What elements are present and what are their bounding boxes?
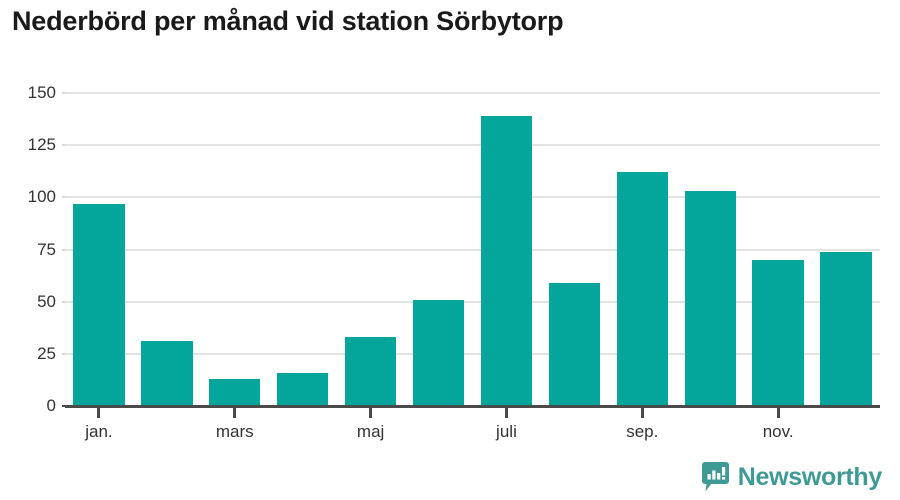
x-axis-tick-mark	[369, 408, 373, 418]
x-axis-tick-mark	[233, 408, 237, 418]
y-axis-tick-label: 125	[27, 135, 56, 155]
gridline	[65, 352, 880, 355]
bar[interactable]	[752, 259, 804, 406]
bar[interactable]	[277, 372, 329, 406]
y-axis-tick-label: 0	[46, 396, 56, 415]
plot-area	[65, 92, 880, 406]
x-axis-tick-label: maj	[356, 422, 385, 441]
x-axis-tick-mark	[504, 408, 508, 418]
x-axis-tick-label: mars	[215, 422, 254, 441]
gridline	[65, 300, 880, 303]
bar[interactable]	[344, 337, 397, 406]
bar[interactable]	[616, 172, 668, 406]
chart-title: Nederbörd per månad vid station Sörbytor…	[12, 6, 564, 36]
x-axis-tick-label: sep.	[626, 422, 659, 441]
bar[interactable]	[209, 378, 261, 406]
y-axis-tick-label: 100	[27, 187, 56, 207]
bar[interactable]	[73, 203, 125, 406]
x-axis-tick-label: jan.	[85, 422, 113, 441]
bar[interactable]	[684, 191, 736, 406]
gridline	[65, 144, 880, 147]
x-axis-tick-label: juli	[496, 422, 517, 441]
bar[interactable]	[548, 282, 600, 406]
newsworthy-bubble-icon	[701, 462, 729, 492]
gridline	[65, 248, 880, 251]
x-axis: jan. mars maj juli sep. nov.	[65, 408, 880, 448]
y-axis-tick-label: 25	[37, 343, 56, 363]
x-axis-tick-mark	[776, 408, 780, 418]
gridline	[65, 92, 880, 94]
x-axis-tick-mark	[97, 408, 101, 418]
y-axis-tick-label: 150	[27, 83, 56, 102]
bar[interactable]	[412, 299, 465, 406]
x-axis-tick-label: nov.	[762, 422, 794, 441]
x-axis-tick-mark	[640, 408, 644, 418]
y-axis-tick-label: 75	[37, 239, 56, 259]
gridline	[65, 196, 880, 199]
newsworthy-logo: Newsworthy	[701, 462, 883, 492]
bar[interactable]	[820, 251, 872, 406]
x-axis-line	[65, 405, 880, 408]
bar[interactable]	[480, 115, 533, 406]
y-axis: 0 25 50 75 100 125 150	[6, 84, 71, 414]
bar[interactable]	[141, 341, 193, 406]
newsworthy-wordmark: Newsworthy	[737, 462, 883, 491]
y-axis-tick-label: 50	[37, 291, 56, 311]
